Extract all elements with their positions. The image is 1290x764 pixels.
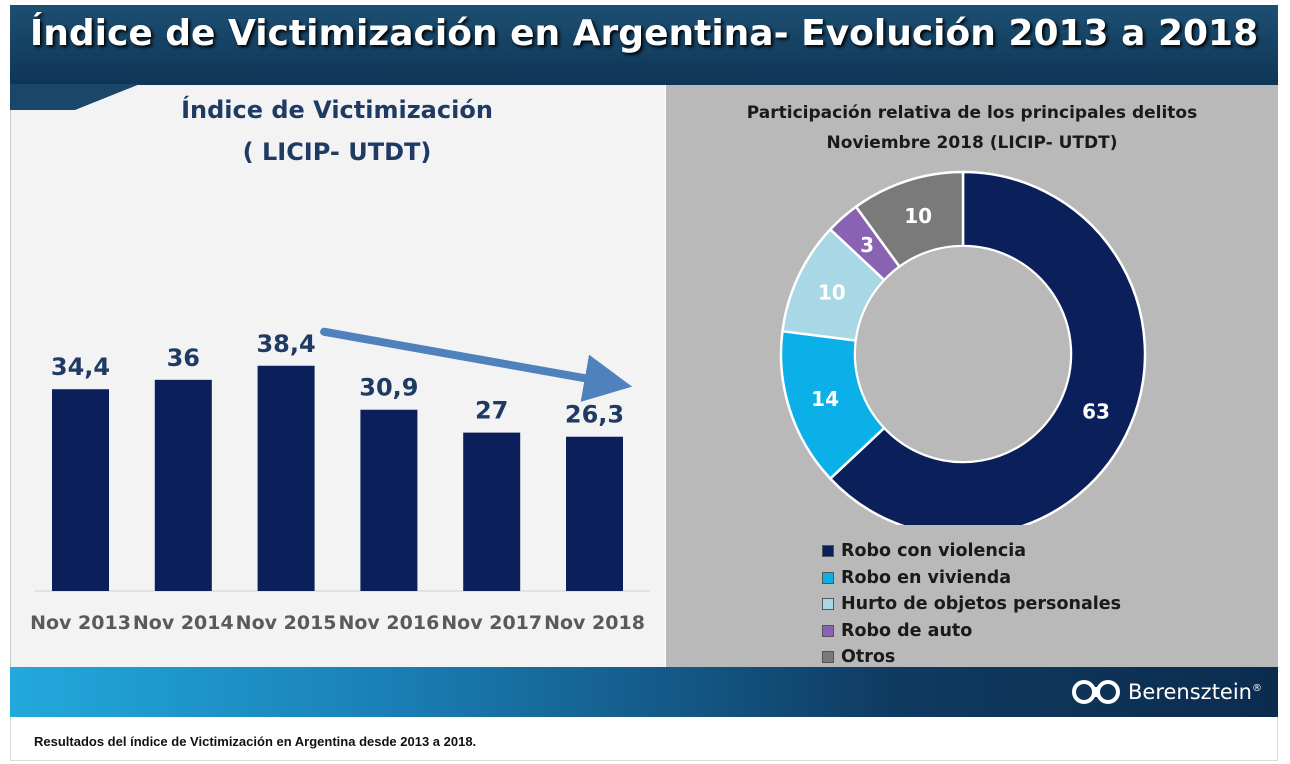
bar-category-label: Nov 2014 (133, 612, 234, 634)
legend-item: Robo en vivienda (822, 565, 1121, 592)
bar-value-label: 34,4 (51, 353, 110, 381)
header-tab-decoration (10, 84, 140, 110)
legend-label: Hurto de objetos personales (841, 594, 1122, 615)
bar-value-label: 38,4 (256, 330, 315, 358)
bar (566, 436, 623, 591)
legend-label: Robo de auto (841, 620, 973, 641)
legend-swatch (822, 651, 834, 664)
brand-name: Berensztein® (1128, 680, 1262, 704)
page-title: Índice de Victimización en Argentina- Ev… (29, 13, 1259, 54)
donut-value-label: 63 (1082, 400, 1110, 424)
header-banner: Índice de Victimización en Argentina- Ev… (10, 5, 1278, 85)
image-caption: Resultados del índice de Victimización e… (34, 734, 477, 749)
donut-hole (856, 247, 1070, 461)
bar-value-label: 36 (167, 344, 200, 372)
legend-label: Otros (841, 647, 896, 668)
legend-item: Robo con violencia (822, 538, 1121, 565)
bar-value-label: 27 (475, 397, 508, 425)
donut-legend: Robo con violencia Robo en vivienda Hurto … (822, 538, 1121, 671)
bar (154, 379, 212, 591)
brand-logo-icon (1072, 680, 1120, 704)
donut-value-label: 3 (860, 233, 874, 257)
legend-item: Hurto de objetos personales (822, 591, 1121, 618)
bar-chart-subtitle: ( LICIP- UTDT) (242, 138, 432, 166)
donut-value-label: 14 (811, 387, 839, 411)
trend-arrow (320, 327, 633, 402)
donut-chart-title: Participación relativa de los principale… (746, 103, 1198, 123)
legend-swatch (822, 571, 834, 584)
legend-swatch (822, 598, 834, 611)
donut-slice (828, 170, 1147, 525)
legend-swatch (822, 545, 834, 558)
legend-label: Robo en vivienda (841, 567, 1012, 588)
bar (463, 432, 521, 591)
bar-chart-title: Índice de Victimización (181, 96, 493, 124)
bar-category-label: Nov 2015 (236, 612, 337, 634)
bar-value-label: 30,9 (359, 374, 418, 402)
donut-value-label: 10 (904, 204, 932, 228)
bar-chart: 34,4 Nov 2013 36 Nov 2014 38,4 Nov 2015 30,9 No… (30, 327, 650, 634)
footer-bar (10, 667, 1278, 717)
bar-value-label: 26,3 (565, 401, 624, 429)
bar-category-label: Nov 2016 (338, 612, 439, 634)
donut-value-label: 10 (818, 280, 846, 304)
legend-item: Otros (822, 644, 1121, 671)
caption-box (10, 717, 1278, 761)
donut-slice (854, 170, 965, 269)
bar (360, 409, 418, 591)
bar-category-label: Nov 2018 (544, 612, 645, 634)
bar-category-label: Nov 2013 (30, 612, 131, 634)
bar-category-label: Nov 2017 (441, 612, 542, 634)
legend-swatch (822, 624, 834, 637)
legend-label: Robo con violencia (841, 541, 1027, 562)
legend-item: Robo de auto (822, 618, 1121, 645)
bar (257, 365, 315, 591)
donut-chart-subtitle: Noviembre 2018 (LICIP- UTDT) (826, 133, 1118, 153)
brand-logo: Berensztein® (1072, 676, 1262, 708)
donut-chart: 63 14 10 3 10 (779, 170, 1147, 525)
bar (52, 389, 109, 591)
